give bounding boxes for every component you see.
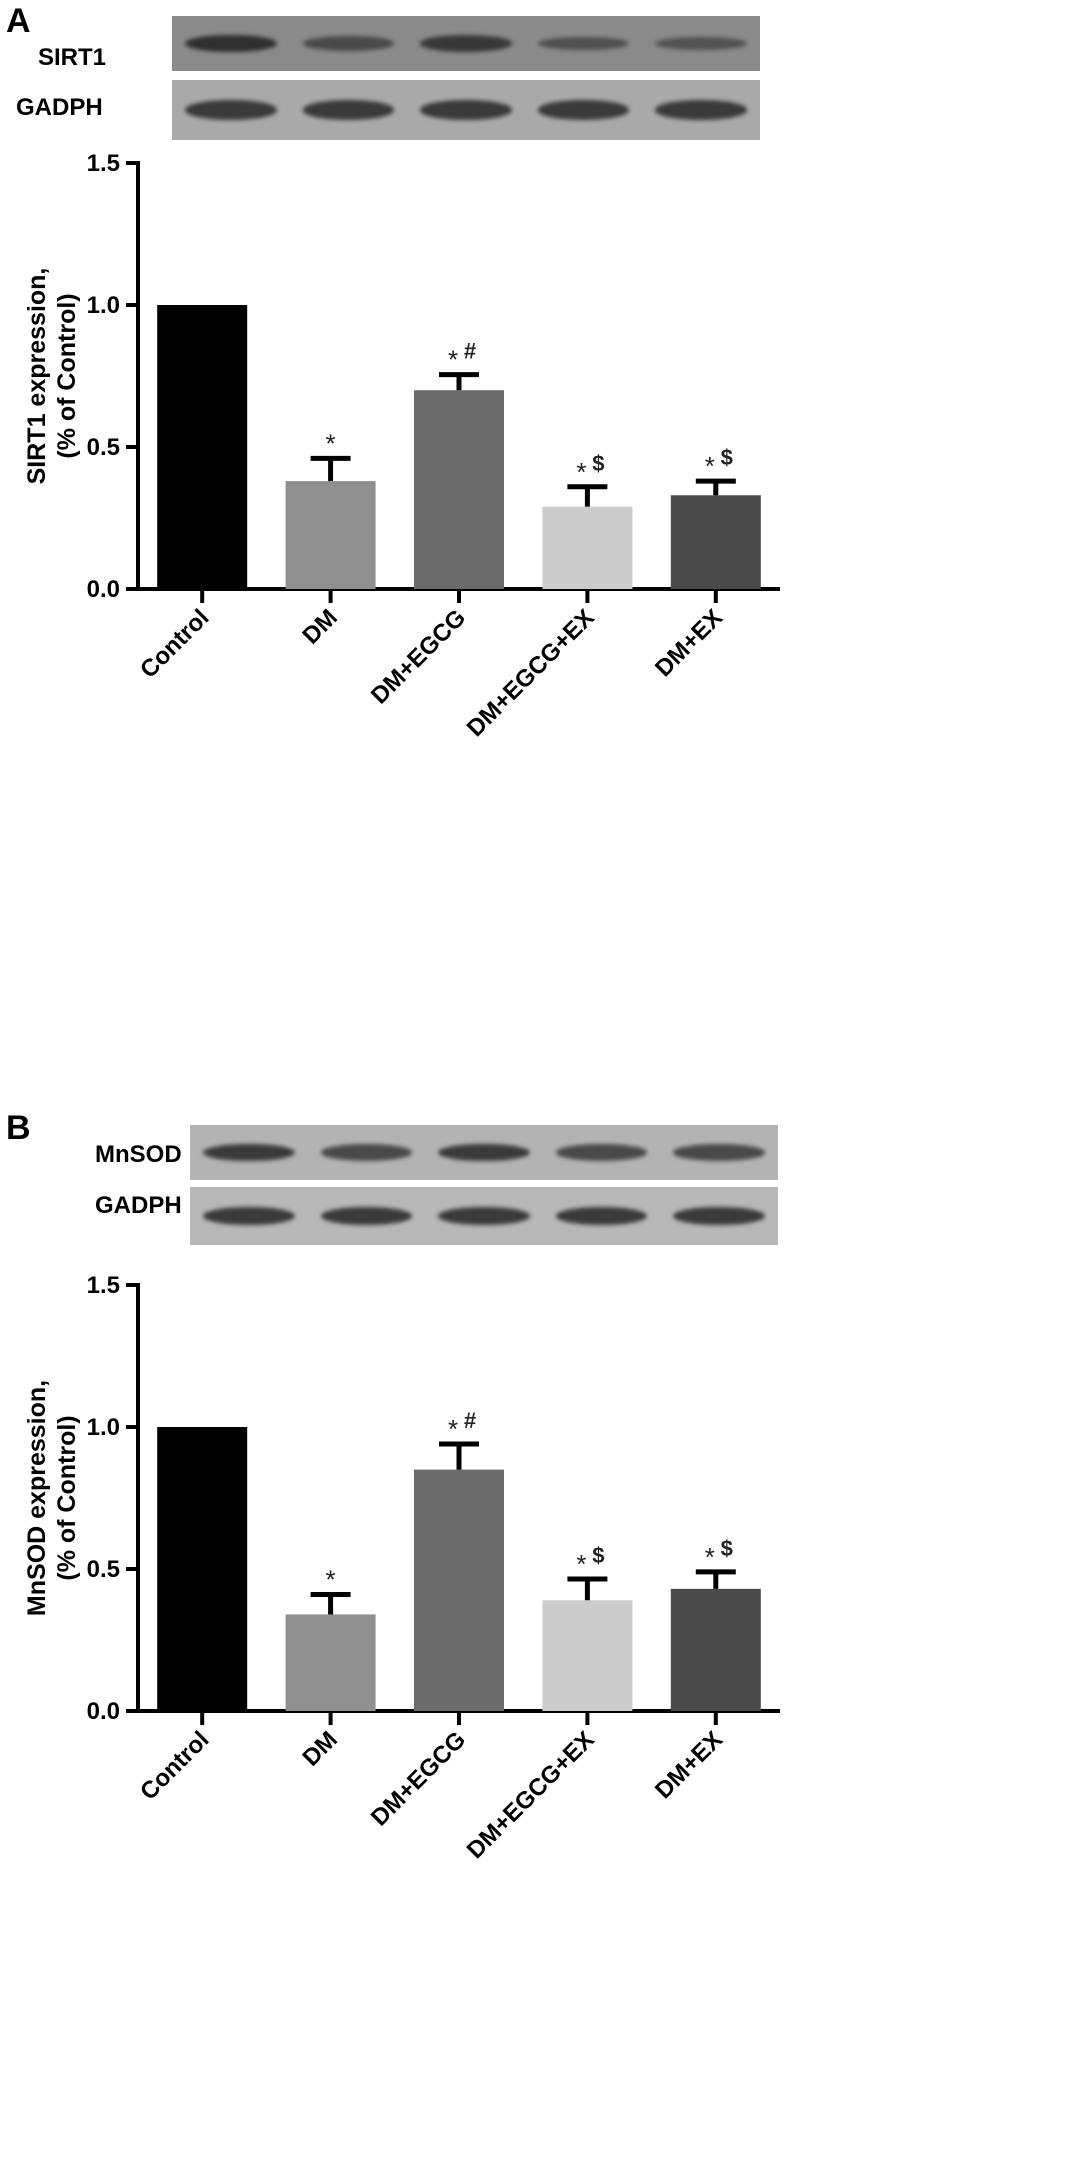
western-blot-protein <box>172 16 760 71</box>
bar <box>157 305 248 589</box>
significance-star: * <box>448 345 458 375</box>
y-tick-label: 0.0 <box>87 576 120 603</box>
blot-band <box>673 1206 766 1226</box>
blot-band <box>302 100 395 120</box>
blot-band <box>302 36 395 51</box>
blot-band <box>555 1206 648 1226</box>
bar <box>414 1469 504 1711</box>
y-tick-label: 0.0 <box>87 1698 120 1725</box>
blot-band <box>184 34 277 53</box>
x-tick-label: DM+EGCG+EX <box>462 1726 600 1864</box>
y-tick-label: 1.0 <box>87 1414 120 1441</box>
blot-band <box>320 1206 413 1226</box>
blot-band <box>420 35 512 52</box>
bar <box>542 1600 633 1711</box>
blot-band <box>655 100 748 120</box>
western-blot-loading-control <box>172 80 760 140</box>
blot-band <box>555 1144 648 1161</box>
y-axis-label-line2: (% of Control) <box>53 293 81 458</box>
bar-chart-mnsod: MnSOD expression,(% of Control) 0.0 0.5 1.0… <box>23 1272 780 1864</box>
y-axis-label-line1: MnSOD expression, <box>23 1380 51 1616</box>
blot-label-protein: MnSOD <box>95 1141 182 1168</box>
bar <box>542 506 633 589</box>
blot-band <box>673 1144 766 1161</box>
significance-symbol: $ <box>592 1543 604 1568</box>
x-tick-label: DM <box>297 604 342 649</box>
significance-star: * <box>448 1414 458 1444</box>
x-tick-label: DM+EX <box>650 604 728 682</box>
y-tick-label: 0.5 <box>87 434 120 461</box>
significance-star: * <box>705 451 715 481</box>
significance-star: * <box>576 457 586 487</box>
blot-band <box>184 100 277 120</box>
blot-label-protein: SIRT1 <box>38 44 107 71</box>
y-axis-label-line2: (% of Control) <box>53 1415 81 1580</box>
blot-label-loading-control: GADPH <box>16 94 103 121</box>
significance-star: * <box>326 428 336 458</box>
western-blot-loading-control <box>190 1187 778 1245</box>
panel-letter: A <box>6 2 31 40</box>
bar-chart-sirt1: SIRT1 expression,(% of Control) 0.0 0.5 1.0… <box>23 150 780 742</box>
x-tick-label: Control <box>135 1726 214 1805</box>
blot-band <box>202 1143 295 1162</box>
significance-star: * <box>576 1549 586 1579</box>
blot-band <box>438 1143 530 1162</box>
panel-b: B MnSOD GADPH MnSOD expression,(% of Con… <box>0 1079 1087 2158</box>
bar <box>670 1588 761 1711</box>
x-tick-label: DM+EX <box>650 1726 728 1804</box>
blot-band <box>202 1206 295 1226</box>
y-tick-label: 1.0 <box>87 292 120 319</box>
y-tick-label: 0.5 <box>87 1556 120 1583</box>
blot-band <box>537 36 630 51</box>
significance-star: * <box>705 1542 715 1572</box>
bar <box>414 390 504 589</box>
significance-symbol: # <box>464 339 476 364</box>
panel-a: A SIRT1 GADPH SIRT1 expression,(% of Con… <box>6 2 780 742</box>
y-tick-label: 1.5 <box>87 1272 120 1299</box>
y-axis-label: MnSOD expression,(% of Control) <box>23 1380 81 1616</box>
significance-symbol: $ <box>721 1536 733 1561</box>
y-tick-label: 1.5 <box>87 150 120 177</box>
blot-band <box>420 100 512 120</box>
y-axis-label-line1: SIRT1 expression, <box>23 268 51 485</box>
blot-band <box>655 36 748 51</box>
blot-band <box>537 100 630 120</box>
bar <box>285 1614 376 1711</box>
x-tick-label: DM+EGCG+EX <box>462 604 600 742</box>
x-tick-label: DM+EGCG <box>366 1726 471 1831</box>
blot-label-loading-control: GADPH <box>95 1192 182 1219</box>
blot-band <box>320 1144 413 1161</box>
x-tick-label: DM <box>297 1726 342 1771</box>
significance-symbol: $ <box>592 451 604 476</box>
panel-letter: B <box>6 1109 31 1147</box>
significance-symbol: # <box>464 1408 476 1433</box>
bar <box>157 1427 248 1711</box>
significance-star: * <box>326 1565 336 1595</box>
bar <box>285 481 376 589</box>
blot-band <box>438 1206 530 1226</box>
x-tick-label: DM+EGCG <box>366 604 471 709</box>
bar <box>670 495 761 589</box>
x-tick-label: Control <box>135 604 214 683</box>
significance-symbol: $ <box>721 445 733 470</box>
western-blot-protein <box>190 1125 778 1180</box>
y-axis-label: SIRT1 expression,(% of Control) <box>23 268 81 485</box>
